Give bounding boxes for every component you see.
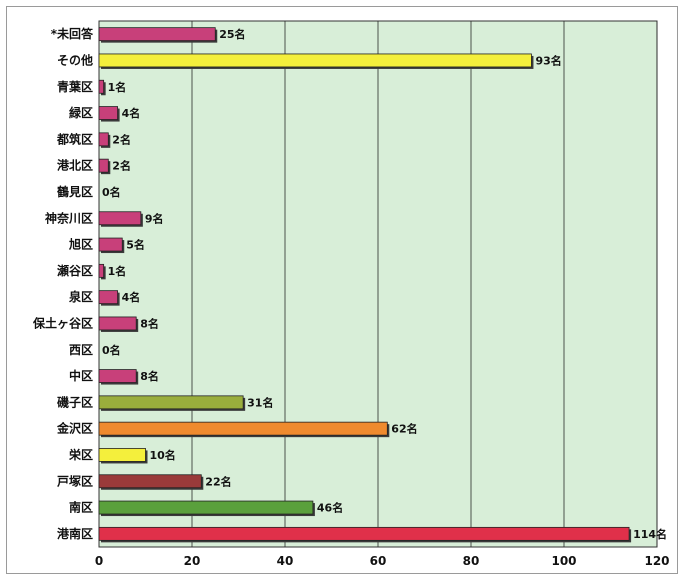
category-label: 戸塚区	[57, 474, 93, 488]
category-label: 青葉区	[57, 79, 93, 94]
bar	[98, 211, 142, 226]
data-label: 1名	[108, 80, 127, 94]
category-label: 中区	[69, 368, 93, 383]
data-label: 4名	[122, 106, 141, 120]
category-label: 泉区	[69, 289, 93, 304]
bar	[98, 263, 105, 278]
x-axis: 0 20 40 60 80 100 120	[95, 554, 670, 568]
bar	[98, 237, 123, 252]
category-label: 栄区	[68, 447, 93, 462]
category-label: 西区	[69, 343, 93, 357]
bar	[98, 290, 119, 305]
bar	[98, 158, 109, 173]
data-label: 8名	[140, 369, 159, 383]
category-label: 旭区	[68, 237, 93, 252]
data-label: 9名	[145, 211, 164, 225]
data-label: 22名	[205, 474, 231, 488]
category-label: 磯子区	[57, 394, 93, 409]
bar	[98, 474, 202, 489]
data-label: 8名	[140, 316, 159, 330]
x-tick-label: 100	[551, 554, 576, 568]
data-label: 25名	[219, 27, 245, 41]
data-label: 1名	[108, 264, 127, 278]
data-label: 0名	[102, 185, 121, 199]
bar	[98, 421, 388, 436]
bar	[98, 448, 146, 462]
data-label: 5名	[126, 238, 145, 252]
category-label: 保土ヶ谷区	[32, 315, 93, 330]
chart-frame: *未回答 25名 その他 93名 青葉区 1名 緑区 4名 都筑区 2名 港北区 2名 鶴見区 0名 神奈川…	[6, 6, 678, 574]
data-label: 4名	[122, 290, 141, 304]
category-label: 神奈川区	[45, 210, 93, 225]
bar	[98, 79, 105, 94]
data-label: 114名	[633, 527, 667, 541]
x-tick-label: 0	[95, 554, 103, 568]
category-label: 瀬谷区	[56, 263, 93, 278]
data-label: 31名	[247, 395, 273, 409]
category-label: 港南区	[57, 526, 93, 541]
bar	[98, 27, 216, 42]
category-label: その他	[57, 52, 93, 67]
bar	[98, 369, 137, 383]
bar	[98, 526, 630, 541]
x-tick-label: 20	[184, 554, 201, 568]
category-label: 都筑区	[56, 131, 93, 146]
bar	[98, 106, 119, 120]
data-label: 2名	[112, 159, 131, 173]
data-label: 10名	[150, 448, 176, 462]
data-label: 93名	[535, 53, 561, 67]
category-label: 南区	[69, 500, 93, 515]
x-tick-label: 80	[463, 554, 480, 568]
data-label: 62名	[391, 422, 417, 436]
x-tick-label: 120	[644, 554, 669, 568]
category-label: 鶴見区	[57, 184, 93, 199]
bars	[98, 27, 632, 543]
data-label: 0名	[102, 343, 121, 357]
category-label: 金沢区	[56, 421, 93, 436]
bar	[98, 316, 137, 331]
data-label: 46名	[317, 501, 343, 515]
x-tick-label: 40	[277, 554, 294, 568]
category-label: 港北区	[57, 158, 93, 173]
bar	[98, 395, 244, 410]
gridlines	[191, 21, 658, 547]
category-label: 緑区	[69, 105, 93, 120]
category-label: *未回答	[51, 26, 94, 41]
data-label: 2名	[112, 132, 131, 146]
x-tick-label: 60	[370, 554, 387, 568]
bar	[98, 53, 532, 68]
bar	[98, 500, 314, 515]
bar	[98, 132, 109, 147]
